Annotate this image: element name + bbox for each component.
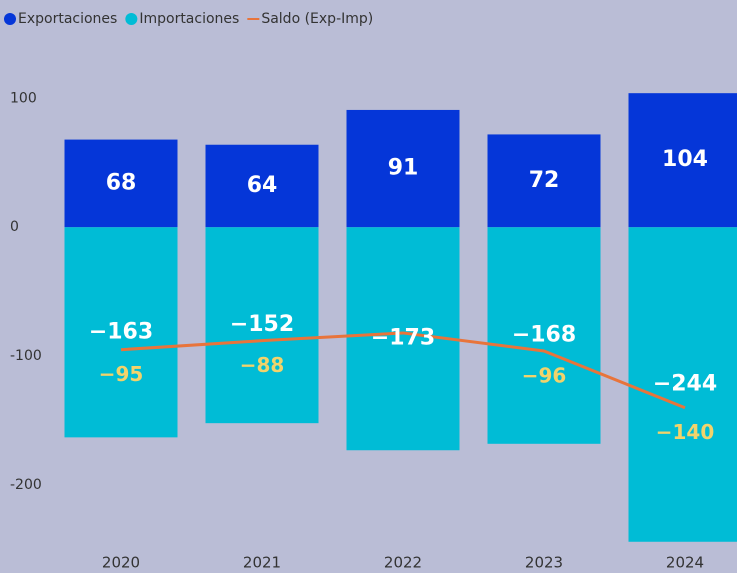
data-label: 72 — [529, 168, 560, 193]
data-label: −173 — [371, 326, 435, 351]
data-label: −95 — [99, 362, 144, 386]
bar — [628, 93, 737, 228]
data-label: −244 — [653, 372, 717, 397]
data-label: 104 — [662, 147, 708, 172]
y-tick-label: 100 — [10, 90, 37, 106]
y-tick-label: 0 — [10, 219, 19, 235]
data-label: 68 — [106, 170, 137, 195]
x-tick-label: 2022 — [384, 554, 422, 572]
x-tick-label: 2024 — [666, 554, 704, 572]
legend-label: Importaciones — [139, 11, 239, 27]
bar — [64, 227, 178, 438]
x-tick-label: 2023 — [525, 554, 563, 572]
bar — [487, 134, 601, 228]
legend-label: Exportaciones — [18, 11, 117, 27]
data-label: −152 — [230, 312, 294, 337]
bar — [205, 227, 319, 424]
data-label: −163 — [89, 319, 153, 344]
legend-marker — [125, 13, 138, 25]
bar — [487, 227, 601, 444]
data-label: 91 — [388, 156, 419, 181]
data-label: −88 — [240, 353, 285, 377]
bar — [346, 109, 460, 228]
bar — [64, 139, 178, 228]
line — [120, 331, 686, 410]
y-tick-label: -100 — [10, 348, 42, 364]
x-tick-label: 2021 — [243, 554, 281, 572]
data-label: −96 — [522, 363, 567, 387]
data-label: −140 — [656, 420, 715, 444]
x-tick-label: 2020 — [102, 554, 140, 572]
data-label: 64 — [247, 173, 278, 198]
legend-marker — [4, 13, 16, 25]
data-label: −168 — [512, 323, 576, 348]
bar — [628, 227, 737, 542]
bar — [205, 144, 319, 228]
y-tick-label: -200 — [10, 477, 42, 493]
legend-label: Saldo (Exp-Imp) — [261, 11, 373, 27]
